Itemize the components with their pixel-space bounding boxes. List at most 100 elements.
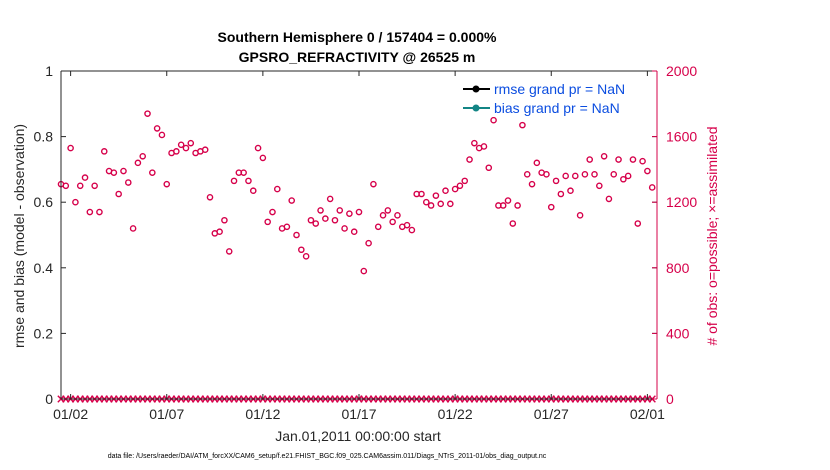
possible-obs-point (182, 144, 190, 152)
x-axis-label: Jan.01,2011 00:00:00 start (275, 428, 441, 444)
legend-box (460, 79, 649, 117)
possible-obs-point (72, 198, 79, 206)
x-tick-label: 01/22 (438, 406, 473, 422)
possible-obs-point (552, 177, 560, 185)
possible-obs-point (514, 202, 521, 209)
possible-obs-point (273, 185, 281, 193)
y2-ticks: 0 400 800 1200 1600 2000 (652, 63, 697, 407)
possible-obs-point (86, 208, 94, 216)
possible-obs-point (115, 190, 122, 198)
data-file-footnote: data file: /Users/raeder/DAI/ATM_forcXX/… (108, 453, 547, 460)
y-tick-label: 0.2 (34, 325, 54, 341)
possible-obs-point (562, 172, 569, 180)
possible-obs-point (249, 187, 257, 195)
possible-obs-point (120, 167, 127, 175)
possible-obs-point (523, 171, 531, 178)
possible-obs-point (254, 144, 262, 152)
possible-obs-point (206, 193, 214, 201)
y-ticks: 0 0.2 0.4 0.6 0.8 1 (34, 63, 657, 407)
possible-obs-point (610, 171, 618, 178)
possible-obs-point (298, 246, 305, 254)
possible-obs-point (605, 195, 613, 203)
possible-obs-point (576, 212, 584, 219)
possible-obs-point (350, 228, 358, 236)
y2-tick-label: 1600 (666, 129, 697, 145)
possible-obs-point (67, 144, 74, 152)
possible-obs-point (427, 202, 435, 209)
possible-obs-point (346, 210, 353, 217)
possible-obs-point (134, 159, 142, 167)
y-tick-label: 0.6 (34, 194, 54, 210)
possible-obs-point (442, 187, 449, 195)
possible-obs-point (307, 216, 315, 224)
possible-obs-point (153, 125, 161, 132)
y2-tick-label: 400 (666, 325, 690, 341)
possible-obs-point (81, 174, 89, 181)
possible-obs-point (485, 164, 493, 172)
possible-obs-point (581, 171, 589, 178)
possible-obs-point (139, 152, 147, 160)
possible-obs-point (615, 156, 622, 163)
possible-obs-point (259, 154, 267, 162)
possible-obs-point (432, 192, 440, 199)
possible-obs-point (201, 146, 209, 154)
plot-area (61, 71, 657, 399)
y-tick-label: 1 (45, 63, 53, 79)
possible-obs-point (187, 139, 195, 147)
legend-label-rmse: rmse grand pr = NaN (494, 81, 625, 97)
possible-obs-point (591, 171, 598, 178)
possible-obs-point (96, 208, 103, 216)
x-tick-label: 01/17 (341, 406, 376, 422)
possible-obs-point (480, 143, 488, 150)
legend-label-bias: bias grand pr = NaN (494, 100, 620, 116)
possible-obs-point (504, 197, 512, 204)
possible-obs-point (596, 182, 603, 190)
possible-obs-point (571, 172, 579, 180)
possible-obs-point (644, 167, 651, 175)
possible-obs-point (355, 208, 363, 216)
chart-subtitle: GPSRO_REFRACTIVITY @ 26525 m (239, 49, 476, 65)
possible-obs-point (149, 169, 156, 176)
possible-obs-point (547, 203, 555, 211)
possible-obs-point (437, 200, 445, 208)
possible-obs-point (221, 216, 228, 224)
possible-obs-point (91, 182, 98, 190)
possible-obs-point (326, 195, 334, 203)
possible-obs-point (245, 177, 252, 185)
possible-obs-point (461, 177, 469, 185)
possible-obs-point (418, 190, 425, 198)
possible-obs-point (173, 148, 180, 155)
y2-tick-label: 1200 (666, 194, 697, 210)
possible-obs-point (317, 207, 324, 214)
legend-marker-bias (472, 104, 480, 112)
possible-obs-point (456, 182, 464, 190)
legend: rmse grand pr = NaN bias grand pr = NaN (460, 79, 649, 117)
possible-obs-point (225, 248, 233, 255)
possible-obs-point (360, 267, 368, 275)
possible-obs-point (240, 169, 247, 176)
legend-marker-rmse (472, 85, 480, 93)
possible-obs-point (567, 187, 574, 195)
possible-obs-point (264, 218, 271, 226)
y-tick-label: 0 (45, 391, 53, 407)
possible-obs-point (639, 157, 646, 165)
possible-obs-point (110, 169, 118, 176)
possible-obs-point (490, 116, 497, 124)
possible-obs-point (634, 220, 642, 227)
possible-obs-point (370, 180, 377, 188)
possible-obs-point (620, 175, 627, 183)
possible-obs-point (374, 223, 382, 231)
possible-obs-point (100, 148, 108, 155)
possible-obs-point (394, 212, 401, 219)
possible-obs-point (629, 156, 637, 163)
possible-obs-point (499, 202, 507, 209)
possible-obs-point (331, 216, 339, 224)
possible-obs-point (471, 139, 478, 147)
possible-obs-point (302, 253, 310, 260)
possible-obs-point (158, 131, 166, 139)
possible-obs-point (124, 179, 132, 186)
possible-obs-point (76, 182, 84, 190)
possible-obs-point (177, 141, 185, 149)
possible-obs-point (543, 171, 550, 178)
possible-obs-point (403, 221, 411, 229)
